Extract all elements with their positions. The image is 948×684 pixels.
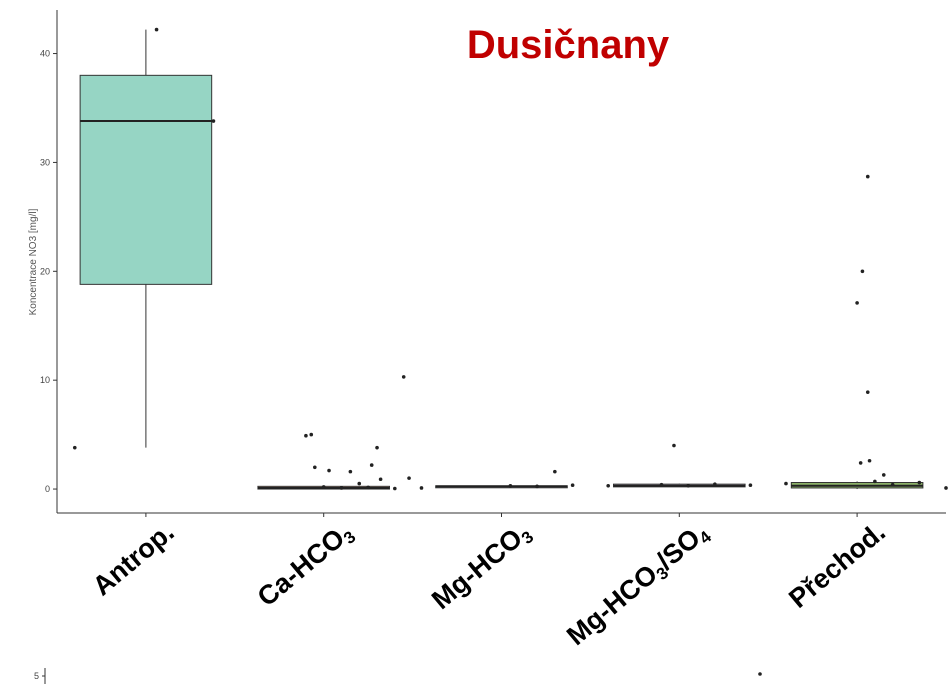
data-point — [393, 486, 397, 491]
data-point — [917, 480, 922, 485]
box-4 — [613, 483, 746, 488]
data-point — [944, 486, 948, 490]
data-point — [860, 269, 865, 274]
data-point — [348, 469, 353, 474]
label-text: Přechod. — [783, 517, 891, 614]
data-point — [553, 469, 557, 474]
data-point — [672, 443, 676, 448]
data-point — [508, 483, 513, 488]
x-category-label: Antrop. — [87, 517, 180, 602]
box-3 — [435, 485, 568, 489]
data-point — [72, 445, 77, 450]
data-point — [378, 477, 383, 482]
chart-title: Dusičnany — [467, 23, 670, 67]
data-point — [873, 479, 877, 484]
data-point — [313, 465, 317, 470]
data-point — [154, 27, 159, 32]
data-point — [686, 483, 690, 488]
x-category-label: Přechod. — [783, 517, 891, 614]
data-point — [211, 119, 216, 123]
data-point — [865, 174, 870, 179]
label-text: Mg-HCO — [561, 559, 663, 651]
y-tick-label: 30 — [40, 157, 50, 167]
data-point — [369, 463, 374, 467]
y-tick-label: 0 — [45, 484, 50, 494]
data-point — [419, 486, 424, 490]
x-category-label: Mg-HCO3/SO4 — [561, 516, 715, 653]
y-tick-label: 20 — [40, 266, 50, 276]
data-point — [407, 476, 411, 480]
data-point — [713, 482, 717, 486]
box-5 — [790, 481, 924, 490]
data-point — [659, 482, 664, 487]
x-category-label: Ca-HCO3 — [252, 517, 360, 615]
secondary-y-tick-label: 5 — [34, 671, 39, 681]
data-point — [321, 485, 326, 489]
x-category-label: Mg-HCO3 — [426, 517, 537, 618]
y-tick-label: 40 — [40, 49, 50, 59]
data-point — [881, 473, 886, 477]
data-point — [357, 481, 362, 486]
data-point — [784, 481, 788, 486]
data-point — [855, 301, 859, 305]
data-point — [890, 482, 895, 487]
data-point — [304, 433, 308, 438]
data-point — [309, 432, 314, 437]
data-point — [366, 485, 370, 490]
data-point — [867, 458, 872, 463]
data-point — [327, 468, 331, 473]
label-text: Ca-HCO — [252, 523, 351, 613]
box-1 — [79, 29, 213, 448]
secondary-data-point — [758, 672, 762, 676]
data-point — [570, 483, 575, 488]
data-point — [535, 484, 539, 489]
secondary-axis-fragment: 5 — [34, 668, 762, 684]
y-tick-label: 10 — [40, 375, 50, 385]
data-point — [748, 483, 753, 488]
data-point — [606, 483, 610, 488]
data-point — [339, 486, 344, 490]
label-text: Mg-HCO — [426, 523, 528, 615]
data-point — [865, 390, 870, 394]
plot-area: 0 10 20 30 40 — [40, 10, 948, 517]
label-text: Antrop. — [87, 517, 180, 602]
data-point — [401, 375, 406, 379]
data-point — [858, 461, 863, 465]
y-axis-label: Koncentrace NO3 [mg/l] — [28, 208, 39, 315]
box-body — [79, 74, 213, 285]
data-point — [375, 445, 379, 450]
